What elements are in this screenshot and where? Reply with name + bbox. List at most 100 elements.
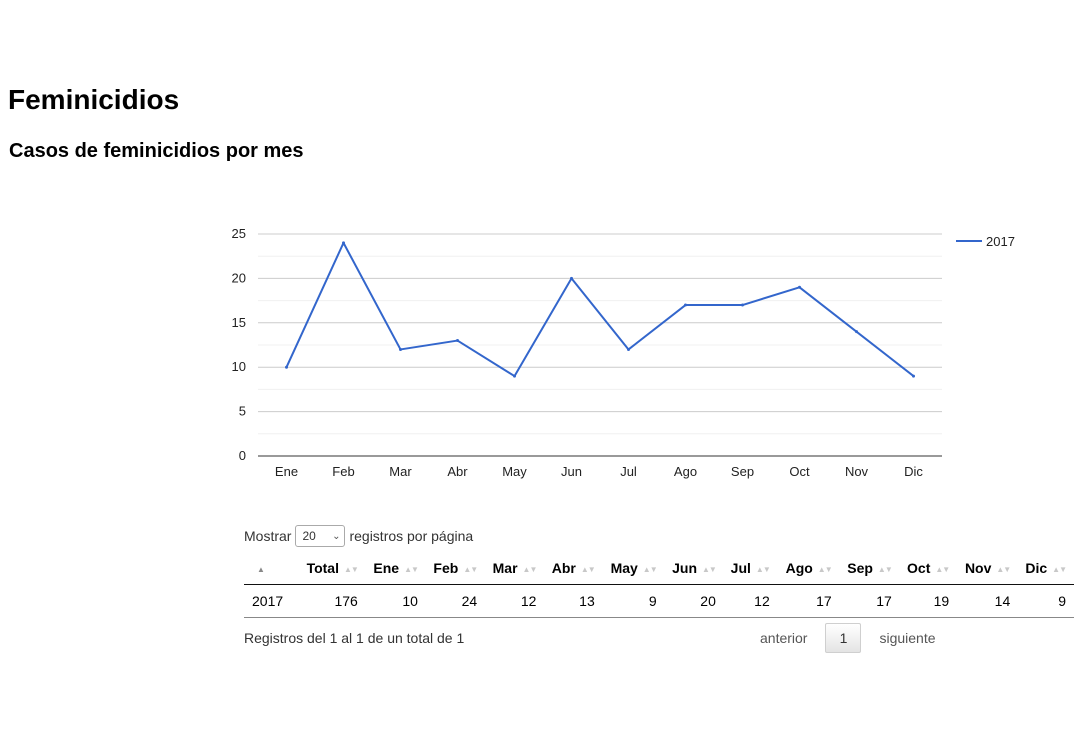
column-header-label: Total: [306, 560, 339, 576]
x-tick-label: Ago: [674, 464, 697, 479]
x-tick-label: Dic: [904, 464, 923, 479]
data-point: [684, 303, 687, 307]
next-page-button[interactable]: siguiente: [879, 630, 936, 646]
table-cell: 12: [723, 584, 778, 618]
table-cell: 10: [365, 584, 426, 618]
line-chart: 0 5 10 15 20 25 Ene Feb Mar Abr May Jun Jul Ago Sep Oct…: [232, 226, 1015, 479]
table-cell: 17: [777, 584, 840, 618]
sort-icon: ▲▼: [755, 564, 771, 574]
table-cell: 19: [899, 584, 958, 618]
table-cell: 24: [425, 584, 486, 618]
x-tick-label: Abr: [447, 464, 468, 479]
column-header[interactable]: Ene ▲▼: [365, 552, 426, 585]
x-tick-label: Sep: [731, 464, 754, 479]
table-cell: 12: [485, 584, 545, 618]
sort-icon: ▲▼: [642, 564, 658, 574]
table-cell: 17: [839, 584, 900, 618]
table-row: 2017 176 10 24 12 13 9 20 12 17 17 19 14 9: [244, 584, 1074, 618]
page-length-select[interactable]: 20 ⌄: [295, 525, 346, 547]
table-cell: 20: [664, 584, 724, 618]
column-header[interactable]: Jul ▲▼: [723, 552, 778, 585]
x-tick-label: Oct: [789, 464, 810, 479]
data-point: [741, 303, 744, 307]
column-header-label: Jul: [730, 560, 751, 576]
column-header-label: Oct: [907, 560, 931, 576]
sort-icon: ▲▼: [522, 564, 538, 574]
sort-ascending-icon: ▲: [257, 564, 265, 574]
column-header[interactable]: Sep ▲▼: [839, 552, 900, 585]
column-header-label: Ene: [373, 560, 400, 576]
y-tick-label: 15: [232, 315, 246, 330]
data-table: ▲ Total ▲▼ Ene ▲▼ Feb ▲▼ Mar ▲▼ Abr ▲▼ May ▲▼ Jun ▲▼ Ju…: [244, 552, 1074, 618]
sort-icon: ▲▼: [1052, 564, 1067, 574]
column-header[interactable]: Oct ▲▼: [899, 552, 958, 585]
column-header-label: Jun: [672, 560, 698, 576]
y-tick-label: 10: [232, 359, 246, 374]
column-header[interactable]: Jun ▲▼: [664, 552, 724, 585]
data-point: [513, 374, 516, 378]
data-point: [855, 330, 858, 334]
data-point: [285, 365, 288, 369]
legend-entry: 2017: [986, 234, 1015, 249]
pagination: anterior 1 siguiente: [752, 622, 944, 654]
column-header-label: Nov: [964, 560, 992, 576]
x-tick-label: Jun: [561, 464, 582, 479]
table-cell: 176: [297, 584, 366, 618]
table-cell: 2017: [244, 584, 298, 618]
x-tick-label: Feb: [332, 464, 354, 479]
data-point: [912, 374, 915, 378]
table-cell: 9: [602, 584, 665, 618]
table-cell: 13: [544, 584, 603, 618]
page-length-value: 20: [302, 529, 316, 543]
sort-icon: ▲▼: [343, 564, 359, 574]
x-tick-label: Nov: [845, 464, 869, 479]
length-label-after: registros por página: [349, 528, 474, 544]
column-header-label: Abr: [551, 560, 576, 576]
y-tick-label: 20: [232, 270, 246, 285]
column-header[interactable]: Dic ▲▼: [1018, 552, 1074, 585]
column-header[interactable]: May ▲▼: [602, 552, 665, 585]
column-header[interactable]: Mar ▲▼: [485, 552, 545, 585]
data-point: [798, 285, 801, 289]
column-header-label: Ago: [785, 560, 813, 576]
previous-page-button[interactable]: anterior: [760, 630, 808, 646]
sort-icon: ▲▼: [463, 564, 478, 574]
data-point: [570, 276, 573, 280]
column-header-label: Feb: [433, 560, 459, 576]
length-label-before: Mostrar: [244, 528, 292, 544]
page-subtitle: Casos de feminicidios por mes: [9, 140, 304, 162]
sort-icon: ▲▼: [404, 564, 419, 574]
column-header-label: May: [610, 560, 638, 576]
x-tick-label: Ene: [275, 464, 298, 479]
column-header[interactable]: Feb ▲▼: [425, 552, 486, 585]
x-tick-label: May: [502, 464, 527, 479]
y-tick-label: 0: [239, 448, 246, 463]
data-point: [627, 347, 630, 351]
column-header-label: Sep: [847, 560, 873, 576]
sort-icon: ▲▼: [877, 564, 893, 574]
sort-icon: ▲▼: [580, 564, 596, 574]
table-cell: 9: [1018, 584, 1074, 618]
sort-icon: ▲▼: [702, 564, 717, 574]
column-header[interactable]: Abr ▲▼: [544, 552, 603, 585]
page-length-control: Mostrar 20 ⌄ registros por página: [244, 524, 473, 548]
sort-icon: ▲▼: [996, 564, 1011, 574]
column-header[interactable]: Total ▲▼: [297, 552, 366, 585]
chevron-down-icon: ⌄: [332, 530, 341, 542]
page-1-button[interactable]: 1: [825, 623, 862, 653]
y-tick-label: 5: [239, 404, 246, 419]
column-header[interactable]: ▲: [244, 552, 298, 585]
x-tick-label: Mar: [389, 464, 412, 479]
data-point: [342, 241, 345, 245]
data-point: [456, 339, 459, 343]
column-header-label: Mar: [492, 560, 518, 576]
page-title: Feminicidios: [8, 84, 180, 115]
series-line: [285, 241, 915, 378]
sort-icon: ▲▼: [817, 564, 833, 574]
table-cell: 14: [957, 584, 1019, 618]
column-header[interactable]: Ago ▲▼: [777, 552, 840, 585]
sort-icon: ▲▼: [935, 564, 950, 574]
data-point: [399, 347, 402, 351]
y-tick-label: 25: [232, 226, 246, 241]
column-header[interactable]: Nov ▲▼: [957, 552, 1019, 585]
